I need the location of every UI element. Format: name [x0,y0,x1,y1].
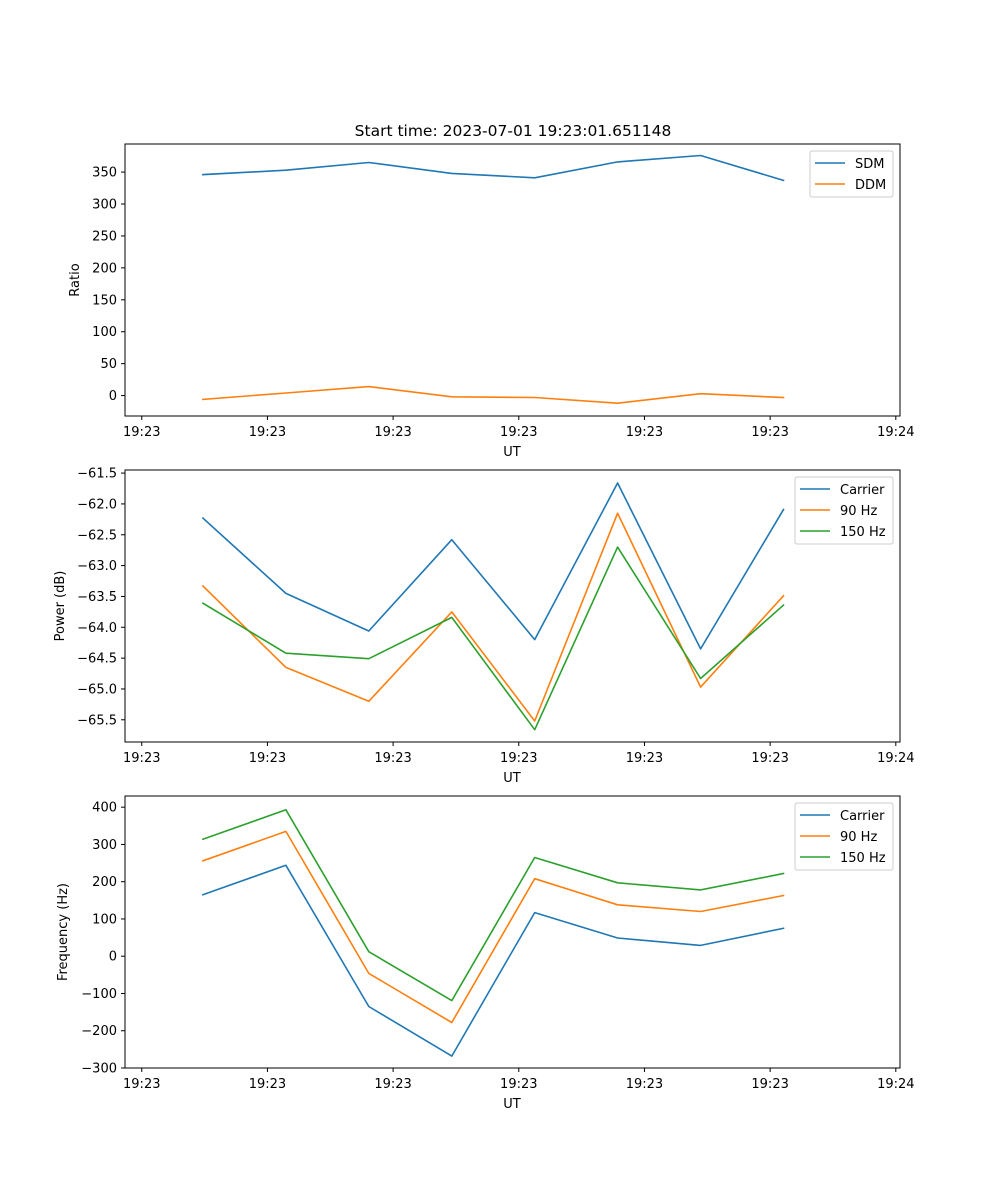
power-x-axis-label: UT [503,771,521,786]
power-y-tick-label: −65.5 [77,713,117,728]
legend-label-ddm: DDM [855,178,886,193]
power-series-line-carrier [201,482,785,650]
power-y-tick-label: −63.0 [77,559,117,574]
ratio-y-tick-label: 300 [92,198,117,213]
ratio-x-tick-label: 19:23 [374,425,411,440]
ratio-y-tick-label: 350 [92,166,117,181]
power-x-tick-label: 19:23 [500,751,537,766]
ratio-series-line-sdm [202,154,785,182]
power-series-lines [201,482,785,731]
power-legend: Carrier 90 Hz 150 Hz [794,476,894,545]
power-x-tick-label: 19:24 [877,751,914,766]
power-x-tick-label: 19:23 [374,751,411,766]
frequency-series-line-90hz [201,830,785,1024]
power-y-tick-label: −61.5 [77,467,117,482]
ratio-y-axis-label: Ratio [68,263,83,296]
frequency-y-tick-label: −100 [81,987,117,1002]
frequency-legend: Carrier 90 Hz 150 Hz [794,802,894,871]
ratio-ticks: 19:23 19:23 19:23 19:23 19:23 19:23 19:24 0 50 10… [92,166,914,440]
frequency-axes-frame [124,795,901,1069]
frequency-series-line-carrier [201,864,785,1057]
legend-label-sdm: SDM [855,157,884,172]
power-y-tick-label: −64.5 [77,652,117,667]
ratio-axes-frame [124,143,901,417]
ratio-series-lines [202,154,785,405]
frequency-y-tick-label: 0 [109,950,117,965]
frequency-x-tick-label: 19:23 [751,1077,788,1092]
frequency-x-tick-label: 19:23 [249,1077,286,1092]
frequency-x-axis-label: UT [503,1097,521,1112]
frequency-y-tick-label: −200 [81,1024,117,1039]
frequency-x-tick-label: 19:23 [500,1077,537,1092]
power-x-tick-label: 19:23 [123,751,160,766]
frequency-y-tick-label: 100 [92,912,117,927]
frequency-series-line-150hz [201,808,785,1002]
frequency-x-tick-label: 19:23 [626,1077,663,1092]
chart-title: Start time: 2023-07-01 19:23:01.651148 [355,122,672,140]
frequency-ticks: 19:23 19:23 19:23 19:23 19:23 19:23 19:24 −300 −… [81,801,914,1092]
power-panel: UT Power (dB) 19:23 19:23 19:23 19:23 19:23 1… [53,467,915,786]
power-y-tick-label: −65.0 [77,682,117,697]
frequency-panel: UT Frequency (Hz) 19:23 19:23 19:23 19:23 19… [56,795,915,1112]
ratio-x-axis-label: UT [503,445,521,460]
frequency-x-tick-label: 19:24 [877,1077,914,1092]
power-y-tick-label: −63.5 [77,590,117,605]
power-axes-frame [124,469,901,743]
power-y-axis-label: Power (dB) [53,571,68,642]
ratio-series-line-ddm [202,385,785,405]
ratio-x-tick-label: 19:23 [626,425,663,440]
legend-label-90hz: 90 Hz [840,504,877,519]
ratio-x-tick-label: 19:24 [877,425,914,440]
power-x-tick-label: 19:23 [751,751,788,766]
ratio-x-tick-label: 19:23 [500,425,537,440]
ratio-x-tick-label: 19:23 [123,425,160,440]
power-x-tick-label: 19:23 [249,751,286,766]
ratio-y-tick-label: 200 [92,261,117,276]
ratio-y-tick-label: 100 [92,325,117,340]
frequency-x-tick-label: 19:23 [374,1077,411,1092]
ratio-panel: Start time: 2023-07-01 19:23:01.651148 U… [68,122,915,460]
power-legend-box [794,476,894,545]
ratio-x-tick-label: 19:23 [249,425,286,440]
power-y-tick-label: −62.0 [77,497,117,512]
ratio-legend: SDM DDM [809,150,894,198]
legend-label-carrier: Carrier [840,809,885,824]
power-y-tick-label: −64.0 [77,621,117,636]
power-ticks: 19:23 19:23 19:23 19:23 19:23 19:23 19:24 −65.5… [77,467,914,766]
ratio-y-tick-label: 0 [109,389,117,404]
frequency-legend-box [794,802,894,871]
legend-label-150hz: 150 Hz [840,851,886,866]
ratio-y-tick-label: 150 [92,293,117,308]
power-series-line-90hz [201,512,785,722]
ratio-y-tick-label: 250 [92,229,117,244]
frequency-y-tick-label: 200 [92,875,117,890]
legend-label-carrier: Carrier [840,483,885,498]
frequency-y-tick-label: −300 [81,1062,117,1077]
frequency-y-tick-label: 300 [92,838,117,853]
power-series-line-150hz [201,546,785,731]
power-x-tick-label: 19:23 [626,751,663,766]
legend-label-150hz: 150 Hz [840,525,886,540]
power-y-tick-label: −62.5 [77,528,117,543]
frequency-x-tick-label: 19:23 [123,1077,160,1092]
frequency-series-lines [201,808,785,1057]
ratio-y-tick-label: 50 [100,357,117,372]
frequency-y-tick-label: 400 [92,801,117,816]
frequency-y-axis-label: Frequency (Hz) [56,883,71,981]
legend-label-90hz: 90 Hz [840,830,877,845]
ratio-x-tick-label: 19:23 [751,425,788,440]
